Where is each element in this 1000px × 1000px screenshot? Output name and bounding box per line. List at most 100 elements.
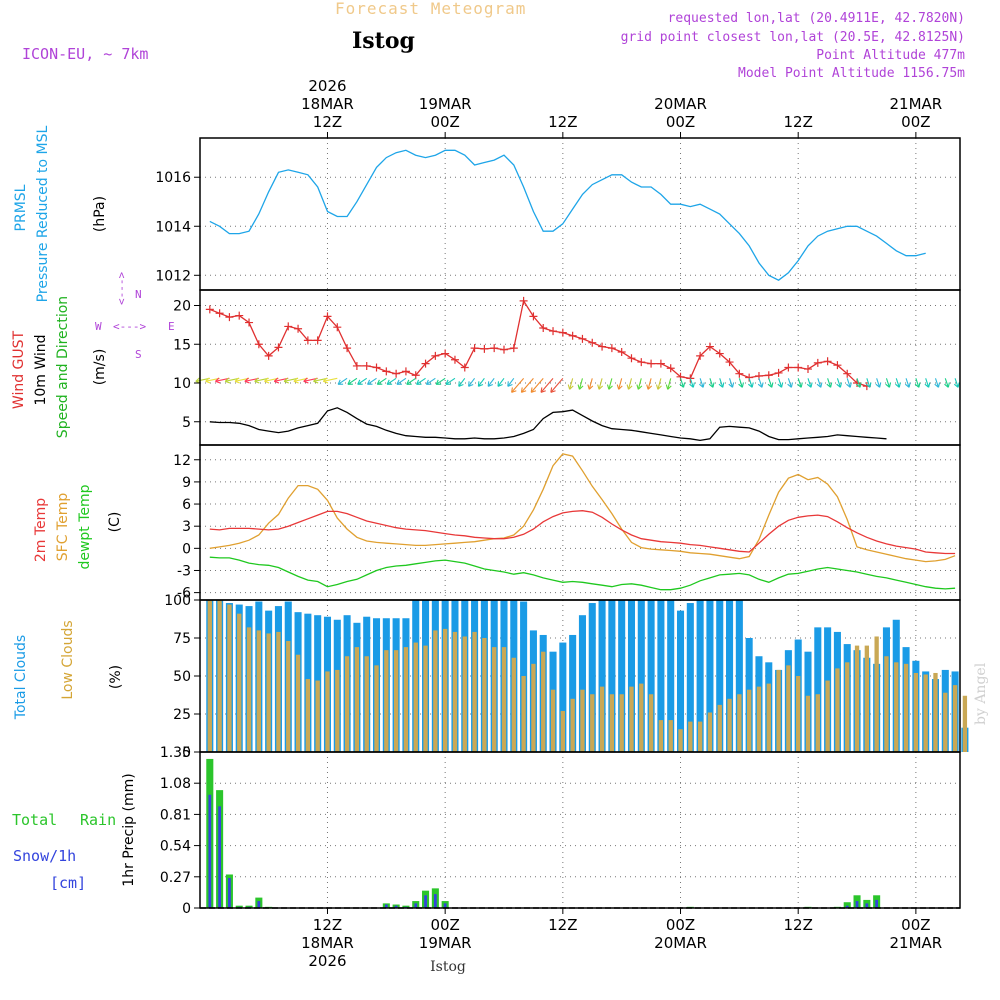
- direction-arrow: [768, 378, 773, 388]
- low-cloud-bar: [962, 695, 968, 752]
- low-cloud-bar: [570, 698, 575, 752]
- low-cloud-bar: [393, 650, 399, 752]
- gust-marker: [539, 323, 548, 332]
- gust-marker: [323, 312, 332, 321]
- direction-arrow: [477, 378, 485, 387]
- compass-n: N: [135, 288, 142, 301]
- wind-unit-label: (m/s): [92, 349, 108, 386]
- gust-marker: [735, 369, 744, 378]
- gust-marker: [843, 369, 852, 378]
- snow-bar: [865, 903, 869, 908]
- direction-arrowhead: [487, 381, 494, 387]
- direction-arrowhead: [254, 377, 260, 384]
- direction-arrow: [337, 377, 348, 385]
- low-cloud-bar: [246, 627, 252, 752]
- wind-direction-arrows: [195, 377, 960, 393]
- direction-arrowhead: [806, 382, 813, 388]
- gust-marker: [362, 361, 371, 370]
- prmsl-label: PRMSL: [13, 184, 29, 231]
- gust-marker: [823, 357, 832, 366]
- direction-arrowhead: [708, 382, 715, 388]
- direction-arrowhead: [665, 384, 672, 390]
- direction-arrow: [758, 378, 763, 388]
- direction-arrow: [817, 378, 822, 388]
- snow-bar: [257, 901, 261, 908]
- direction-arrow: [416, 377, 426, 385]
- clouds-ytick-label: 50: [173, 669, 191, 685]
- direction-arrowhead: [497, 381, 503, 387]
- temperature-ytick-label: -3: [177, 563, 191, 579]
- low-cloud-bar: [325, 671, 330, 752]
- time-label-bottom: 12Z: [313, 916, 342, 934]
- snow-bar: [855, 901, 859, 908]
- direction-arrowhead: [846, 382, 852, 388]
- direction-arrow: [689, 378, 694, 388]
- direction-arrow: [836, 378, 841, 388]
- series-lines: [205, 149, 956, 591]
- gust-marker: [558, 328, 567, 337]
- low-clouds-label: Low Clouds: [60, 620, 76, 699]
- low-cloud-bar: [560, 710, 565, 752]
- direction-arrow: [426, 377, 436, 385]
- gust-marker: [225, 313, 234, 322]
- direction-arrow: [367, 377, 377, 385]
- total-cloud-bar: [814, 627, 822, 752]
- low-cloud-bar: [707, 712, 713, 752]
- gust-marker: [696, 351, 705, 360]
- direction-arrow: [934, 378, 940, 388]
- low-cloud-bar: [894, 662, 899, 752]
- direction-arrowhead: [606, 384, 613, 390]
- snow-bar: [424, 895, 427, 908]
- low-cloud-bar: [943, 692, 948, 752]
- low-cloud-bar: [864, 645, 869, 752]
- total-cloud-bar: [686, 603, 694, 752]
- low-cloud-bar: [580, 689, 585, 752]
- total-cloud-bar: [578, 615, 586, 752]
- direction-arrow: [637, 378, 642, 390]
- direction-arrow: [787, 378, 792, 388]
- total-cloud-bar: [657, 600, 665, 752]
- low-cloud-bar: [658, 720, 664, 752]
- gust-marker: [598, 342, 607, 351]
- point-altitude: Point Altitude 477m: [816, 48, 965, 63]
- gust-marker: [294, 324, 303, 333]
- gust-marker: [529, 312, 538, 321]
- precip-bars: [206, 758, 881, 908]
- direction-arrow: [915, 378, 920, 388]
- compass-e: E: [168, 320, 175, 333]
- low-cloud-bar: [717, 704, 722, 752]
- low-cloud-bar: [550, 689, 556, 752]
- direction-arrow: [895, 378, 900, 388]
- direction-arrow: [657, 378, 662, 390]
- sfc-temp-line: [209, 453, 956, 563]
- gust-marker: [215, 309, 224, 318]
- gust-marker: [284, 322, 293, 331]
- direction-arrowhead: [367, 379, 373, 385]
- direction-arrowhead: [718, 382, 725, 388]
- direction-arrow: [386, 377, 397, 385]
- snow-bar: [228, 877, 231, 908]
- time-label-top: 00Z: [901, 113, 930, 131]
- low-cloud-bar: [256, 630, 261, 752]
- direction-arrowhead: [273, 377, 280, 384]
- low-cloud-bar: [315, 680, 320, 752]
- direction-arrowhead: [626, 384, 633, 390]
- direction-arrowhead: [357, 379, 363, 385]
- total-cloud-bar: [588, 603, 596, 752]
- total-cloud-bar: [706, 600, 714, 752]
- snow-bar: [384, 904, 388, 908]
- direction-arrowhead: [934, 382, 941, 388]
- gust-marker: [421, 359, 430, 368]
- gust-marker: [607, 344, 616, 353]
- direction-arrowhead: [215, 377, 221, 384]
- direction-arrow: [487, 378, 495, 387]
- pressure-frame: [199, 137, 961, 291]
- gust-marker: [460, 363, 469, 372]
- direction-arrowhead: [224, 377, 231, 384]
- time-label-bottom: 21MAR: [890, 934, 943, 952]
- time-label-bottom: 19MAR: [419, 934, 472, 952]
- direction-arrowhead: [689, 382, 695, 388]
- low-cloud-bar: [266, 633, 271, 752]
- low-cloud-bar: [276, 631, 281, 752]
- total-cloud-bar: [726, 600, 734, 752]
